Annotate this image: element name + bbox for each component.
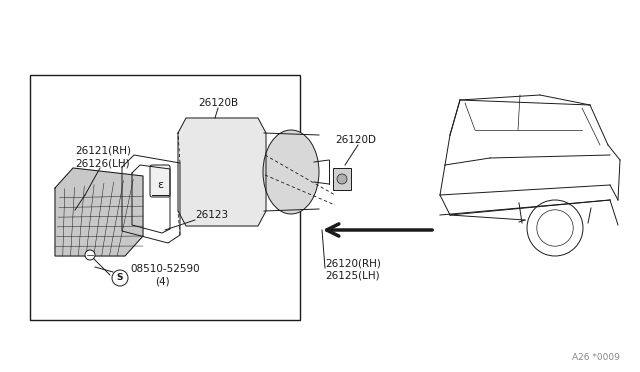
Text: 08510-52590: 08510-52590 [130,264,200,274]
Text: 26125(LH): 26125(LH) [325,270,380,280]
Circle shape [85,250,95,260]
Text: 26120(RH): 26120(RH) [325,258,381,268]
Text: 26121(RH): 26121(RH) [75,145,131,155]
Polygon shape [178,118,266,226]
Text: 26126(LH): 26126(LH) [75,158,130,168]
Ellipse shape [263,130,319,214]
Text: ε: ε [157,180,163,190]
Text: 26123: 26123 [195,210,228,220]
Text: (4): (4) [155,276,170,286]
FancyBboxPatch shape [150,165,170,197]
Text: 26120B: 26120B [198,98,238,108]
Text: 26120D: 26120D [335,135,376,145]
Bar [30,75,300,320]
Circle shape [112,270,128,286]
FancyBboxPatch shape [333,168,351,190]
Text: A26 *0009: A26 *0009 [572,353,620,362]
Circle shape [337,174,347,184]
Polygon shape [55,168,143,256]
Text: S: S [116,273,124,282]
